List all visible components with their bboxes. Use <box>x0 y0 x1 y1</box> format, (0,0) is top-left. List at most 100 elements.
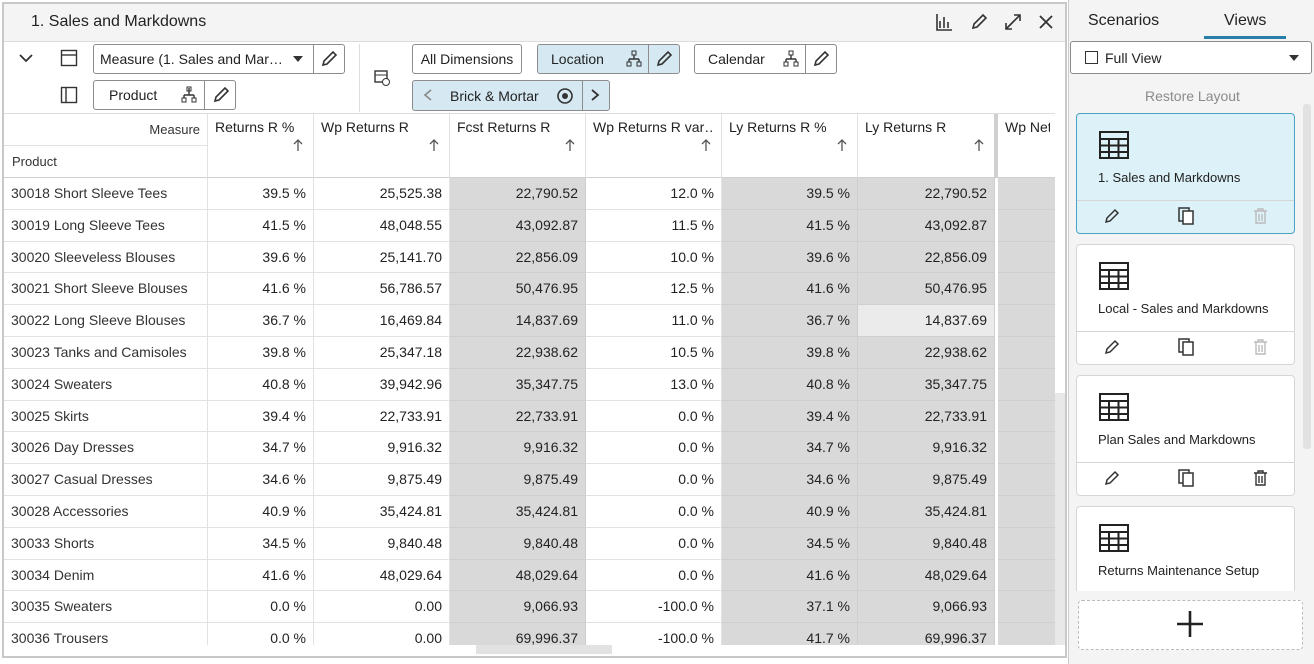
row-label[interactable]: 30036 Trousers <box>4 623 208 645</box>
layout-icon[interactable] <box>60 49 78 67</box>
data-cell[interactable]: 22,790.52 <box>858 178 995 210</box>
data-cell[interactable]: 39.5 % <box>208 178 314 210</box>
empty-cell[interactable] <box>998 337 1055 369</box>
row-label[interactable]: 30027 Casual Dresses <box>4 464 208 496</box>
data-cell[interactable]: 25,347.18 <box>314 337 450 369</box>
data-cell[interactable]: 9,840.48 <box>450 527 586 560</box>
data-cell[interactable]: 0.00 <box>314 623 450 645</box>
data-cell[interactable]: 22,790.52 <box>450 178 586 210</box>
delete-icon[interactable] <box>1253 339 1268 355</box>
empty-cell[interactable] <box>998 496 1055 528</box>
data-cell[interactable]: 48,029.64 <box>858 559 995 592</box>
data-cell[interactable]: 34.6 % <box>208 464 314 496</box>
sort-icon[interactable] <box>701 138 711 152</box>
data-cell[interactable]: 16,469.84 <box>314 305 450 337</box>
empty-cell[interactable] <box>998 623 1055 645</box>
measure-select[interactable]: Measure (1. Sales and Mar… <box>93 44 345 74</box>
data-cell[interactable]: 22,938.62 <box>450 337 586 369</box>
chart-icon[interactable] <box>935 13 953 31</box>
target-icon[interactable] <box>556 87 574 105</box>
data-cell[interactable]: 34.5 % <box>208 527 314 560</box>
restore-layout[interactable]: Restore Layout <box>1145 88 1240 104</box>
data-cell[interactable]: 69,996.37 <box>450 623 586 645</box>
row-label[interactable]: 30028 Accessories <box>4 496 208 528</box>
column-header[interactable]: Wp Returns R var… <box>586 114 722 178</box>
data-cell[interactable]: 34.7 % <box>208 432 314 465</box>
data-cell[interactable]: 40.9 % <box>722 496 858 528</box>
data-cell[interactable]: 0.0 % <box>586 400 722 433</box>
data-cell[interactable]: 22,733.91 <box>450 400 586 433</box>
data-cell[interactable]: 0.0 % <box>586 496 722 528</box>
view-card[interactable]: 1. Sales and Markdowns <box>1076 113 1295 234</box>
data-cell[interactable]: 13.0 % <box>586 368 722 401</box>
delete-icon[interactable] <box>1253 208 1268 224</box>
data-cell[interactable]: 0.0 % <box>586 559 722 592</box>
data-cell[interactable]: 9,916.32 <box>314 432 450 465</box>
data-cell[interactable]: 41.6 % <box>722 559 858 592</box>
close-icon[interactable] <box>1038 14 1054 30</box>
column-header[interactable]: Wp Net S <box>998 114 1055 178</box>
row-label[interactable]: 30021 Short Sleeve Blouses <box>4 273 208 306</box>
data-cell[interactable]: 35,347.75 <box>858 368 995 401</box>
data-cell[interactable]: 9,840.48 <box>314 527 450 560</box>
data-cell[interactable]: -100.0 % <box>586 623 722 645</box>
data-cell[interactable]: 41.6 % <box>208 559 314 592</box>
column-header[interactable]: Returns R % <box>208 114 314 178</box>
data-cell[interactable]: 37.1 % <box>722 591 858 624</box>
all-dimensions-button[interactable]: All Dimensions <box>412 44 522 74</box>
data-cell[interactable]: 34.6 % <box>722 464 858 496</box>
data-cell[interactable]: 9,916.32 <box>858 432 995 465</box>
sort-arrow[interactable] <box>837 138 847 155</box>
data-cell[interactable]: 0.00 <box>314 591 450 624</box>
edit-icon[interactable] <box>1104 470 1120 486</box>
data-cell[interactable]: 22,856.09 <box>450 241 586 274</box>
data-cell[interactable]: 11.5 % <box>586 209 722 242</box>
data-cell[interactable]: 39.6 % <box>208 241 314 274</box>
data-cell[interactable]: 41.5 % <box>722 209 858 242</box>
data-cell[interactable]: 36.7 % <box>722 305 858 337</box>
location-button[interactable]: Location <box>537 44 680 74</box>
data-cell[interactable]: 22,733.91 <box>858 400 995 433</box>
empty-cell[interactable] <box>998 241 1055 274</box>
layout-icon-2[interactable] <box>60 86 78 104</box>
row-label[interactable]: 30035 Sweaters <box>4 591 208 624</box>
row-label[interactable]: 30020 Sleeveless Blouses <box>4 241 208 274</box>
row-label[interactable]: 30033 Shorts <box>4 527 208 560</box>
data-cell[interactable]: 35,424.81 <box>314 496 450 528</box>
scrollbar-thumb[interactable] <box>1055 393 1065 645</box>
data-cell[interactable]: 39.4 % <box>208 400 314 433</box>
data-cell[interactable]: 0.0 % <box>208 591 314 624</box>
sort-icon[interactable] <box>293 138 303 152</box>
data-cell[interactable]: 9,875.49 <box>858 464 995 496</box>
empty-cell[interactable] <box>998 368 1055 401</box>
row-label[interactable]: 30022 Long Sleeve Blouses <box>4 305 208 337</box>
edit-icon[interactable] <box>655 50 673 68</box>
data-cell[interactable]: 25,525.38 <box>314 178 450 210</box>
edit-icon[interactable] <box>320 50 338 68</box>
data-cell[interactable]: 50,476.95 <box>450 273 586 306</box>
data-cell[interactable]: 25,141.70 <box>314 241 450 274</box>
sort-icon[interactable] <box>837 138 847 152</box>
delete-icon[interactable] <box>1253 470 1268 486</box>
data-cell[interactable]: 40.8 % <box>722 368 858 401</box>
data-cell[interactable]: 35,424.81 <box>450 496 586 528</box>
sort-arrow[interactable] <box>429 138 439 155</box>
column-header[interactable]: Ly Returns R <box>858 114 995 178</box>
edit-icon[interactable] <box>212 86 230 104</box>
data-cell[interactable]: 11.0 % <box>586 305 722 337</box>
copy-icon[interactable] <box>1178 338 1196 356</box>
empty-cell[interactable] <box>998 527 1055 560</box>
data-cell[interactable]: 56,786.57 <box>314 273 450 306</box>
data-cell[interactable]: 10.5 % <box>586 337 722 369</box>
row-label[interactable]: 30025 Skirts <box>4 400 208 433</box>
data-cell[interactable]: 50,476.95 <box>858 273 995 306</box>
row-label[interactable]: 30019 Long Sleeve Tees <box>4 209 208 242</box>
data-cell[interactable]: 34.7 % <box>722 432 858 465</box>
view-name[interactable]: Returns Maintenance Setup <box>1098 563 1260 578</box>
data-cell[interactable]: 36.7 % <box>208 305 314 337</box>
view-card[interactable]: Local - Sales and Markdowns <box>1076 244 1295 365</box>
sort-icon[interactable] <box>429 138 439 152</box>
h-scrollbar-thumb[interactable] <box>476 645 612 654</box>
product-button[interactable]: Product <box>93 80 236 110</box>
row-label[interactable]: 30018 Short Sleeve Tees <box>4 178 208 210</box>
